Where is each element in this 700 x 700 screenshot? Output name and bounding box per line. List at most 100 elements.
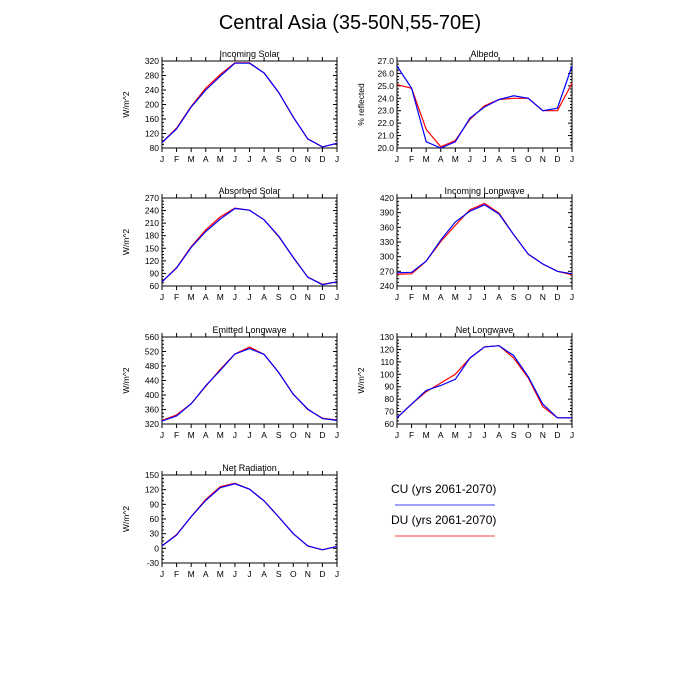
series-line-cu [396,65,573,149]
x-tick-label: N [305,569,311,579]
x-tick-label: D [319,292,325,302]
series-line-cu [161,207,338,286]
y-tick-label: 210 [145,218,159,228]
x-tick-label: J [247,569,251,579]
x-tick-label: S [511,154,517,164]
y-tick-label: 60 [385,419,395,429]
plot-frame [161,197,338,287]
y-tick-label: 24.0 [377,93,394,103]
y-tick-label: 560 [145,332,159,342]
y-tick-label: 90 [150,268,160,278]
x-tick-label: J [395,292,399,302]
x-tick-label: M [452,292,459,302]
y-tick-label: 26.0 [377,68,394,78]
x-tick-label: F [174,430,179,440]
x-tick-label: O [525,430,532,440]
x-tick-label: J [335,569,339,579]
y-tick-label: 20.0 [377,143,394,153]
x-tick-label: J [395,430,399,440]
x-tick-label: J [160,569,164,579]
y-tick-label: 120 [380,344,394,354]
panel-0: Incoming Solar W/m^2 80 120 160 200 240 280 320 J… [121,49,339,164]
y-axis-label: W/m^2 [121,506,131,532]
plot-frame [396,197,573,287]
plot-frame [161,474,338,564]
x-tick-label: M [217,569,224,579]
y-tick-label: 130 [380,332,394,342]
x-tick-label: N [305,292,311,302]
x-tick-label: F [174,154,179,164]
x-tick-label: J [482,154,486,164]
y-tick-label: 70 [385,407,395,417]
y-tick-label: 90 [385,382,395,392]
x-tick-label: A [496,292,502,302]
x-tick-label: J [335,154,339,164]
x-tick-label: S [276,430,282,440]
legend-label-cu: CU (yrs 2061-2070) [391,482,496,496]
x-tick-label: J [160,292,164,302]
x-tick-label: D [319,569,325,579]
x-tick-label: O [290,430,297,440]
y-tick-label: 30 [150,529,160,539]
x-tick-label: A [261,154,267,164]
legend: CU (yrs 2061-2070) DU (yrs 2061-2070) [391,482,496,537]
panel-4: Emitted Longwave W/m^2 320 360 400 440 480 520 5… [121,325,339,440]
x-tick-label: J [160,430,164,440]
x-tick-label: S [276,569,282,579]
x-tick-label: A [496,430,502,440]
x-tick-label: A [203,569,209,579]
y-tick-label: 400 [145,390,159,400]
x-tick-label: O [290,292,297,302]
x-tick-label: F [409,292,414,302]
x-tick-label: J [247,154,251,164]
x-tick-label: J [468,292,472,302]
x-tick-label: J [247,430,251,440]
x-tick-label: A [203,292,209,302]
x-tick-label: M [423,292,430,302]
y-tick-label: 320 [145,56,159,66]
y-tick-label: 80 [385,394,395,404]
y-tick-label: 440 [145,376,159,386]
legend-label-du: DU (yrs 2061-2070) [391,513,496,527]
y-tick-label: 100 [380,369,394,379]
x-tick-label: A [438,430,444,440]
x-tick-label: M [217,154,224,164]
x-tick-label: M [423,154,430,164]
y-tick-label: 120 [145,256,159,266]
series-line-cu [396,345,572,419]
panel-title: Net Radiation [222,463,277,473]
series-line-cu [161,483,338,551]
y-tick-label: 60 [150,514,160,524]
x-tick-label: M [188,569,195,579]
panel-2: Absorbed Solar W/m^2 60 90 120 150 180 210 240 27… [121,186,339,302]
series-line-du [161,482,338,551]
x-tick-label: F [409,430,414,440]
y-axis-label: W/m^2 [121,229,131,255]
y-tick-label: 120 [145,485,159,495]
x-tick-label: O [525,154,532,164]
x-tick-label: A [438,292,444,302]
plot-frame [396,60,573,149]
y-tick-label: 420 [380,193,394,203]
x-tick-label: M [452,154,459,164]
x-tick-label: O [290,569,297,579]
y-tick-label: 480 [145,361,159,371]
x-tick-label: A [261,292,267,302]
y-tick-label: 240 [145,85,159,95]
y-tick-label: 90 [150,499,160,509]
x-tick-label: D [554,292,560,302]
y-tick-label: 320 [145,419,159,429]
x-tick-label: A [438,154,444,164]
x-tick-label: N [540,154,546,164]
y-tick-label: 240 [380,281,394,291]
y-tick-label: 80 [150,143,160,153]
x-tick-label: J [233,430,237,440]
series-line-du [161,207,338,285]
y-axis-label: W/m^2 [356,367,366,393]
y-axis-label: W/m^2 [121,91,131,117]
x-tick-label: J [468,430,472,440]
x-tick-label: N [305,430,311,440]
